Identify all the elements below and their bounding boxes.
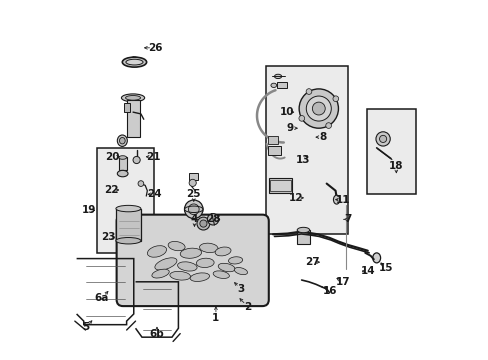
Text: 2: 2 xyxy=(244,302,251,312)
Text: 27: 27 xyxy=(305,257,319,267)
Circle shape xyxy=(184,200,203,219)
Text: 5: 5 xyxy=(82,322,89,332)
Ellipse shape xyxy=(116,238,141,244)
Bar xyxy=(189,173,198,180)
Ellipse shape xyxy=(333,195,339,204)
Bar xyxy=(268,178,291,193)
Circle shape xyxy=(332,96,338,102)
Text: 23: 23 xyxy=(101,232,115,242)
Text: 11: 11 xyxy=(335,195,349,204)
Text: 12: 12 xyxy=(288,193,303,203)
Bar xyxy=(116,208,141,241)
Ellipse shape xyxy=(168,242,185,251)
Text: 17: 17 xyxy=(335,277,349,287)
Circle shape xyxy=(197,217,209,230)
Ellipse shape xyxy=(147,246,166,257)
Bar xyxy=(297,230,309,244)
Circle shape xyxy=(189,179,196,186)
Text: 22: 22 xyxy=(104,185,119,195)
Ellipse shape xyxy=(117,135,127,147)
Text: 9: 9 xyxy=(286,123,293,133)
Text: 15: 15 xyxy=(378,262,392,273)
Text: 6a: 6a xyxy=(94,293,108,303)
Bar xyxy=(123,103,130,112)
Ellipse shape xyxy=(199,243,218,253)
Text: 16: 16 xyxy=(322,286,337,296)
Ellipse shape xyxy=(119,156,126,159)
Text: 7: 7 xyxy=(344,214,351,224)
Text: 8: 8 xyxy=(319,132,326,142)
Bar xyxy=(276,82,286,88)
Ellipse shape xyxy=(228,257,242,264)
Bar xyxy=(265,66,347,234)
Ellipse shape xyxy=(196,258,214,267)
Ellipse shape xyxy=(152,269,169,278)
Bar xyxy=(268,136,278,144)
Ellipse shape xyxy=(116,205,141,212)
Circle shape xyxy=(188,204,199,215)
Text: 1: 1 xyxy=(212,312,219,323)
Ellipse shape xyxy=(180,248,201,258)
Circle shape xyxy=(298,116,304,121)
Ellipse shape xyxy=(234,267,247,275)
Circle shape xyxy=(299,89,338,128)
Ellipse shape xyxy=(155,258,177,270)
Ellipse shape xyxy=(122,57,146,67)
Text: 10: 10 xyxy=(279,107,293,117)
Bar xyxy=(268,146,281,155)
Ellipse shape xyxy=(297,227,309,233)
Text: 19: 19 xyxy=(82,205,96,215)
Text: 24: 24 xyxy=(147,189,162,199)
Ellipse shape xyxy=(190,273,209,282)
Circle shape xyxy=(312,102,325,115)
Text: 4: 4 xyxy=(190,214,198,224)
Text: 20: 20 xyxy=(105,152,120,162)
Bar xyxy=(97,148,154,253)
Ellipse shape xyxy=(117,170,128,177)
Ellipse shape xyxy=(213,271,229,279)
Ellipse shape xyxy=(218,263,235,272)
FancyBboxPatch shape xyxy=(116,215,268,306)
Ellipse shape xyxy=(274,74,281,78)
Circle shape xyxy=(138,181,143,186)
Ellipse shape xyxy=(215,247,230,256)
Circle shape xyxy=(200,220,206,227)
Ellipse shape xyxy=(125,59,143,65)
Text: 6b: 6b xyxy=(149,329,164,339)
Ellipse shape xyxy=(169,271,190,280)
Ellipse shape xyxy=(177,262,197,271)
Circle shape xyxy=(305,89,311,94)
Bar xyxy=(119,157,126,170)
Ellipse shape xyxy=(121,94,144,102)
Circle shape xyxy=(379,135,386,143)
Circle shape xyxy=(375,132,389,146)
Text: 28: 28 xyxy=(206,214,220,224)
Text: 25: 25 xyxy=(186,189,201,199)
Ellipse shape xyxy=(125,95,140,100)
Circle shape xyxy=(305,96,331,121)
Text: 26: 26 xyxy=(148,43,162,53)
Ellipse shape xyxy=(119,138,125,144)
Bar xyxy=(366,109,415,194)
Circle shape xyxy=(133,157,140,163)
Text: 3: 3 xyxy=(237,284,244,294)
Text: 13: 13 xyxy=(296,156,310,165)
Ellipse shape xyxy=(270,83,276,87)
Text: 21: 21 xyxy=(146,152,161,162)
Text: 18: 18 xyxy=(388,161,403,171)
Bar xyxy=(270,180,290,192)
Ellipse shape xyxy=(372,253,380,263)
Text: 14: 14 xyxy=(360,266,374,276)
Circle shape xyxy=(207,213,218,225)
Circle shape xyxy=(325,123,331,129)
Bar xyxy=(126,100,140,137)
